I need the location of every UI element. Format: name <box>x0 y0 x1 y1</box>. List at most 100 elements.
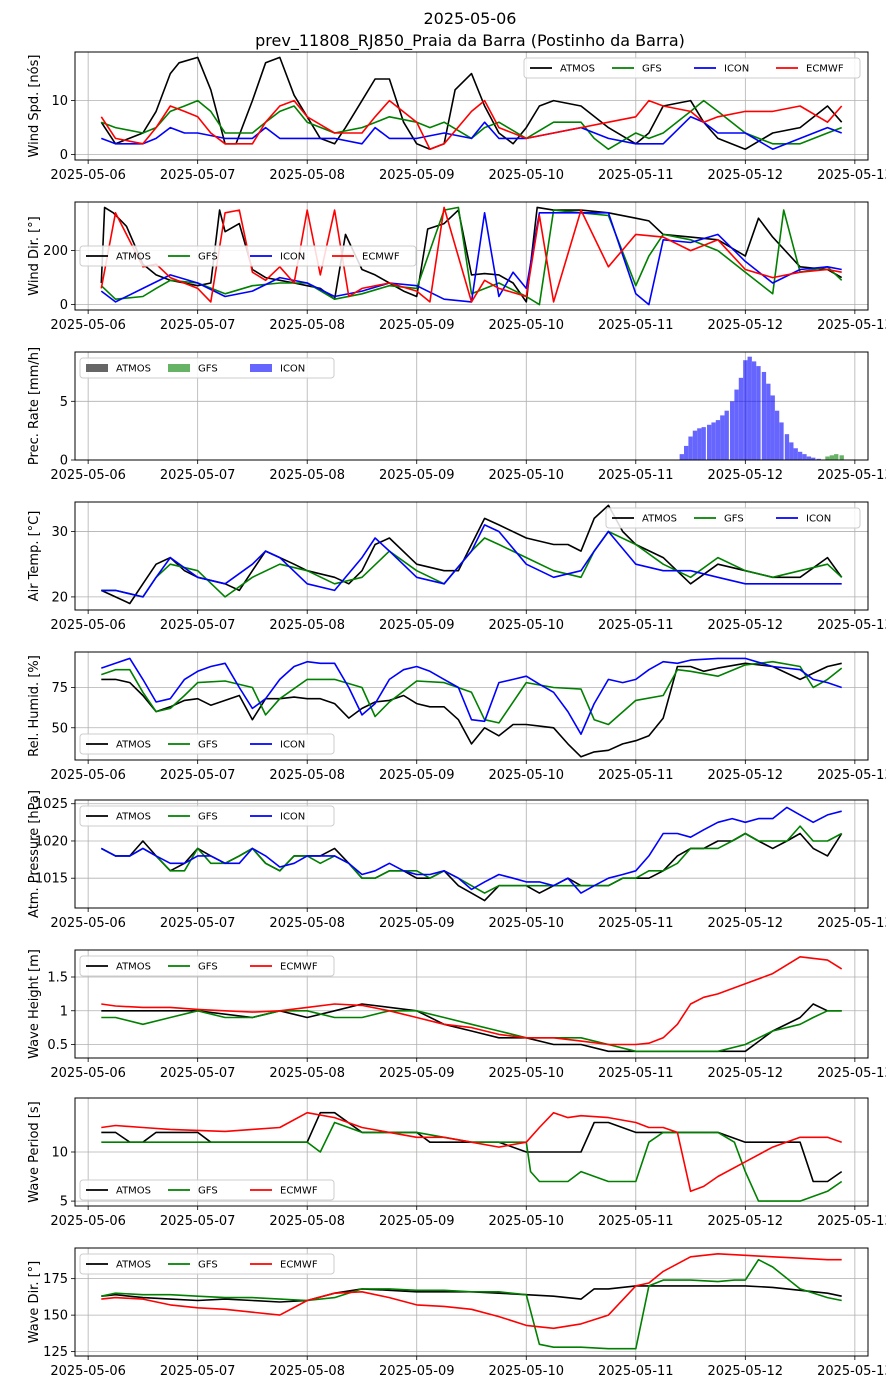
x-tick-label: 2025-05-09 <box>379 468 455 483</box>
x-tick-label: 2025-05-11 <box>598 168 674 183</box>
legend-label: ATMOS <box>116 962 151 973</box>
legend-label: ECMWF <box>280 1260 318 1271</box>
legend-label: ICON <box>280 364 305 375</box>
x-tick-label: 2025-05-12 <box>708 168 784 183</box>
legend-label: ATMOS <box>116 1260 151 1271</box>
bar-icon <box>774 410 780 460</box>
y-tick-label: 1020 <box>35 834 68 849</box>
y-tick-label: 200 <box>43 244 68 259</box>
axes-frame <box>74 501 869 611</box>
bar-icon <box>779 422 784 460</box>
legend: ATMOS GFS ICON <box>79 357 335 379</box>
x-tick-label: 2025-05-11 <box>598 916 674 931</box>
legend-label: GFS <box>198 740 218 751</box>
legend-box <box>79 733 335 755</box>
y-tick-label: 10 <box>51 94 68 109</box>
bar-icon <box>692 430 698 460</box>
x-tick-label: 2025-05-09 <box>379 1364 455 1379</box>
x-tick-label: 2025-05-13 <box>817 468 886 483</box>
legend-label: GFS <box>198 252 218 263</box>
series-line-ecmwf <box>100 206 842 303</box>
plot-area <box>101 657 843 758</box>
x-tick-label: 2025-05-13 <box>817 168 886 183</box>
legend-box <box>79 805 335 827</box>
y-tick-label: 1 <box>60 1004 68 1019</box>
plot-area <box>100 206 843 306</box>
legend-label: GFS <box>198 1260 218 1271</box>
x-tick-label: 2025-05-11 <box>598 468 674 483</box>
legend: ATMOS GFS ECMWF <box>79 1179 335 1201</box>
axes-frame <box>74 949 869 1059</box>
x-tick-label: 2025-05-10 <box>488 1066 564 1081</box>
y-tick-label: 0 <box>60 298 68 313</box>
legend-label: ATMOS <box>116 1186 151 1197</box>
series-line-atmos <box>101 1003 842 1053</box>
x-tick-label: 2025-05-08 <box>269 916 345 931</box>
y-tick-label: 150 <box>43 1309 68 1324</box>
x-tick-label: 2025-05-08 <box>269 1066 345 1081</box>
bar-icon <box>679 454 684 460</box>
legend: ATMOS GFS ICON ECMWF <box>79 245 417 267</box>
axes-frame <box>74 799 869 909</box>
bar-icon <box>743 360 748 460</box>
series-line-gfs <box>100 206 843 306</box>
x-tick-label: 2025-05-08 <box>269 468 345 483</box>
legend-label: ATMOS <box>116 364 151 375</box>
x-tick-label: 2025-05-13 <box>817 916 886 931</box>
x-tick-label: 2025-05-09 <box>379 1214 455 1229</box>
panel-8: 2025-05-06 2025-05-07 2025-05-08 2025-05-09… <box>27 1247 886 1379</box>
legend-swatch <box>168 364 190 372</box>
legend-label: ICON <box>806 514 831 525</box>
x-tick-label: 2025-05-12 <box>708 916 784 931</box>
axes-frame <box>74 1247 869 1357</box>
y-tick-label: 10 <box>51 1146 68 1161</box>
x-tick-label: 2025-05-07 <box>160 768 236 783</box>
y-tick-label: 0 <box>60 148 68 163</box>
bar-icon <box>715 420 721 460</box>
x-tick-label: 2025-05-12 <box>708 618 784 633</box>
bar-icon <box>784 434 790 460</box>
legend-swatch <box>86 364 108 372</box>
legend-box <box>523 57 861 79</box>
y-axis-label: Air Temp. [°C] <box>27 511 42 602</box>
plot-area <box>100 504 843 605</box>
axes-frame <box>74 651 869 761</box>
legend-box <box>79 1253 335 1275</box>
legend-label: ECMWF <box>806 64 844 75</box>
bar-icon <box>724 410 729 460</box>
bar-icon <box>816 458 821 460</box>
bar-icon <box>738 377 744 460</box>
legend-box <box>79 955 335 977</box>
y-axis-label: Wave Period [s] <box>27 1101 42 1202</box>
x-tick-label: 2025-05-06 <box>50 768 126 783</box>
x-tick-label: 2025-05-07 <box>160 468 236 483</box>
x-tick-label: 2025-05-13 <box>817 318 886 333</box>
x-tick-label: 2025-05-07 <box>160 916 236 931</box>
legend-label: ECMWF <box>280 1186 318 1197</box>
bar-icon <box>789 442 794 460</box>
legend-label: ICON <box>280 812 305 823</box>
axes-frame <box>74 351 869 461</box>
bar-icon <box>720 415 725 460</box>
x-tick-label: 2025-05-07 <box>160 1214 236 1229</box>
x-tick-label: 2025-05-06 <box>50 468 126 483</box>
x-tick-label: 2025-05-11 <box>598 1364 674 1379</box>
legend-label: GFS <box>642 64 662 75</box>
y-tick-label: 1.5 <box>47 971 68 986</box>
legend: ATMOS GFS ICON <box>79 805 335 827</box>
y-axis-label: Wave Height [m] <box>27 949 42 1059</box>
bar-icon <box>730 401 735 460</box>
legend-box <box>79 1179 335 1201</box>
x-tick-label: 2025-05-10 <box>488 768 564 783</box>
x-tick-label: 2025-05-07 <box>160 1364 236 1379</box>
x-tick-label: 2025-05-06 <box>50 916 126 931</box>
x-tick-label: 2025-05-13 <box>817 768 886 783</box>
y-tick-label: 50 <box>51 721 68 736</box>
panel-4: 2025-05-06 2025-05-07 2025-05-08 2025-05-09… <box>27 651 886 783</box>
panel-5: 2025-05-06 2025-05-07 2025-05-08 2025-05-09… <box>27 790 886 931</box>
plot-area <box>100 806 843 902</box>
x-tick-label: 2025-05-12 <box>708 468 784 483</box>
legend-box <box>605 507 861 529</box>
series-line-atmos <box>101 662 842 758</box>
